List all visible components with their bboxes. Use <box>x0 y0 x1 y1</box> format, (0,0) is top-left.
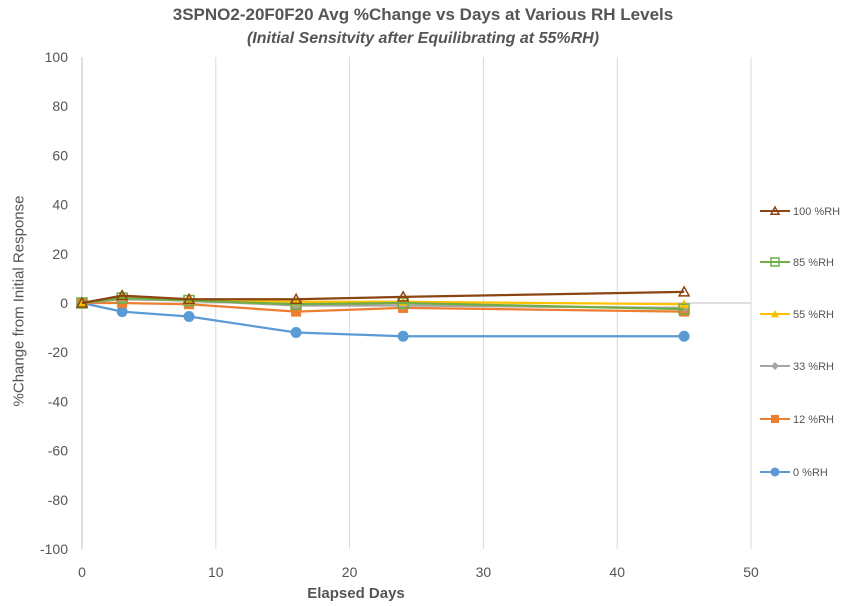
legend: 100 %RH 85 %RH 55 %RH 33 %RH 12 %RH 0 %RH <box>760 205 840 479</box>
legend-item: 55 %RH <box>760 309 834 321</box>
y-tick-label: -80 <box>48 492 68 508</box>
x-tick-label: 40 <box>609 564 625 580</box>
data-point <box>291 306 302 317</box>
y-tick-label: -100 <box>40 541 68 557</box>
legend-label: 85 %RH <box>793 257 834 269</box>
data-point <box>290 327 302 339</box>
legend-item: 0 %RH <box>760 467 828 479</box>
legend-label: 12 %RH <box>793 414 834 426</box>
x-axis-label: Elapsed Days <box>307 585 405 602</box>
legend-item: 12 %RH <box>760 414 834 426</box>
legend-marker <box>770 467 780 477</box>
x-tick-label: 0 <box>78 564 86 580</box>
data-point <box>397 297 409 309</box>
series-layer <box>75 285 691 342</box>
legend-label: 0 %RH <box>793 467 828 479</box>
x-tick-label: 20 <box>342 564 358 580</box>
data-point <box>75 296 89 308</box>
y-tick-label: -60 <box>48 443 68 459</box>
legend-item: 100 %RH <box>760 205 840 218</box>
legend-item: 33 %RH <box>760 361 834 373</box>
series-line <box>81 290 685 305</box>
x-tick-label: 30 <box>476 564 492 580</box>
y-tick-label: 80 <box>52 98 68 114</box>
data-point <box>182 292 196 305</box>
chart-subtitle: (Initial Sensitvity after Equilibrating … <box>246 30 600 47</box>
data-point <box>396 290 410 302</box>
y-tick-label: 20 <box>52 246 68 262</box>
data-point <box>397 330 409 342</box>
legend-marker <box>769 205 781 215</box>
data-point <box>678 330 690 342</box>
y-tick-label: 0 <box>60 295 68 311</box>
legend-marker <box>771 362 779 370</box>
y-tick-label: 100 <box>45 49 69 65</box>
series-line <box>81 301 685 338</box>
legend-label: 33 %RH <box>793 361 834 373</box>
y-tick-label: -40 <box>48 393 68 409</box>
y-tick-label: 60 <box>52 147 68 163</box>
chart-title: 3SPNO2-20F0F20 Avg %Change vs Days at Va… <box>172 5 674 24</box>
x-tick-label: 50 <box>743 564 759 580</box>
series-line <box>81 296 685 311</box>
data-point <box>116 306 128 318</box>
data-point <box>677 285 691 297</box>
legend-marker <box>771 415 779 423</box>
legend-label: 100 %RH <box>793 206 840 218</box>
y-axis-ticks: 100 80 60 40 20 0 -20 -40 -60 -80 -100 <box>40 49 68 557</box>
series-100-rh <box>75 285 691 308</box>
x-tick-label: 10 <box>208 564 224 580</box>
x-axis-ticks: 0 10 20 30 40 50 <box>78 564 759 580</box>
data-point <box>678 303 690 315</box>
legend-label: 55 %RH <box>793 309 834 321</box>
legend-item: 85 %RH <box>760 257 834 269</box>
data-point <box>115 289 129 301</box>
y-tick-label: 40 <box>52 197 68 213</box>
y-tick-label: -20 <box>48 344 68 360</box>
data-point <box>183 311 195 323</box>
legend-marker <box>771 310 779 318</box>
series-85-rh <box>76 292 690 315</box>
series-line <box>82 301 685 313</box>
data-point <box>289 292 303 305</box>
legend-marker <box>770 257 780 267</box>
